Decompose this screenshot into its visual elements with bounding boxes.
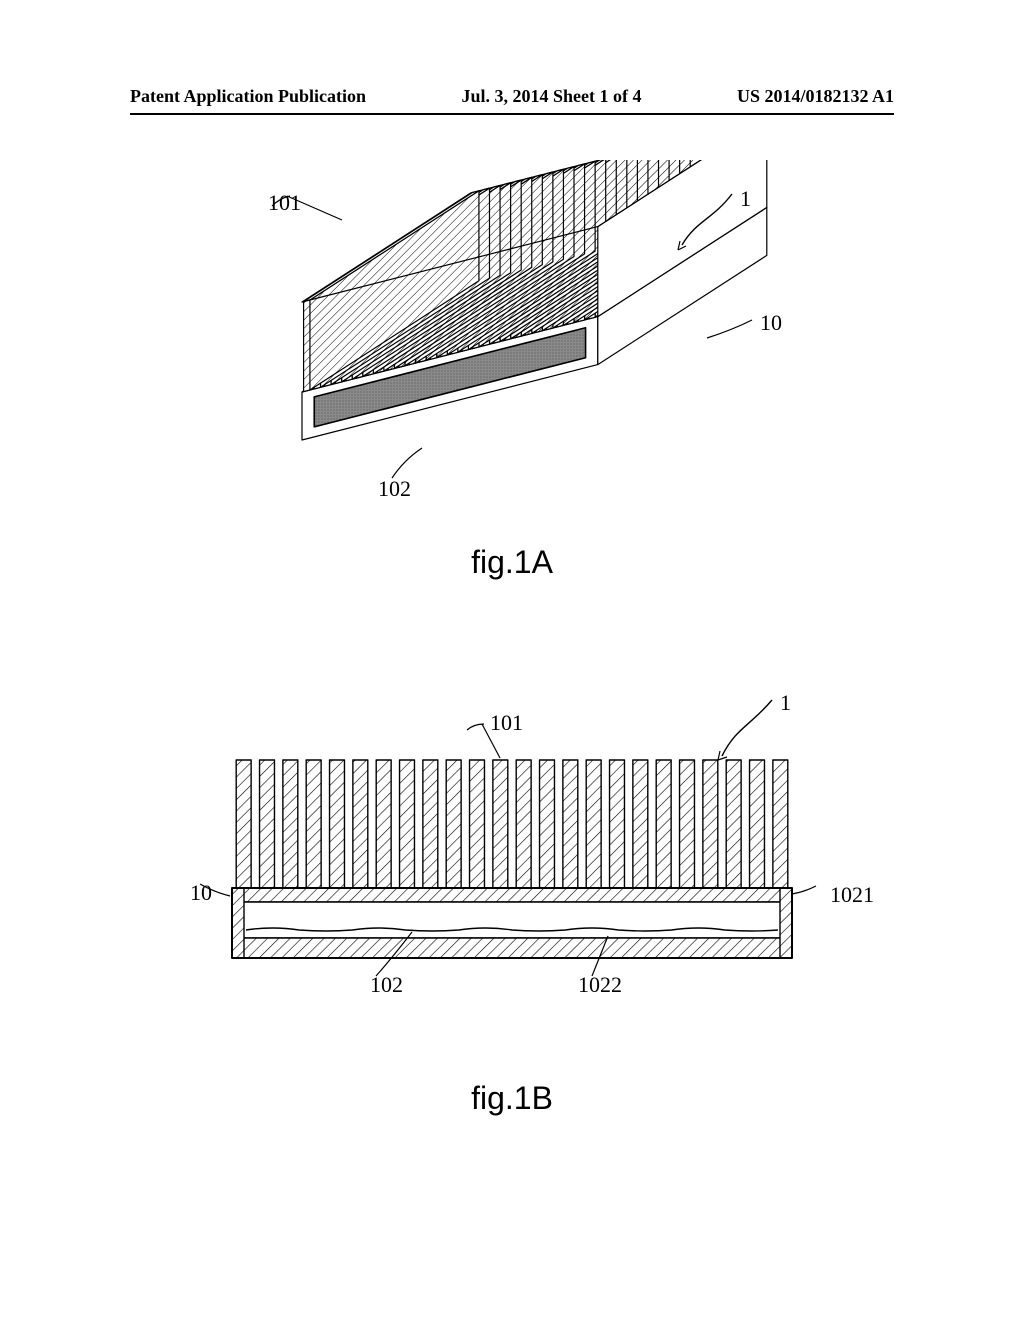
page: Patent Application Publication Jul. 3, 2… xyxy=(0,0,1024,1320)
figure-1a: fig.1A xyxy=(0,160,1024,581)
callout-101-a: 101 xyxy=(268,190,301,216)
callout-10-b: 10 xyxy=(190,880,212,906)
callout-1-b: 1 xyxy=(780,690,791,716)
header-right: US 2014/0182132 A1 xyxy=(737,86,894,107)
header-center: Jul. 3, 2014 Sheet 1 of 4 xyxy=(462,86,642,107)
page-header: Patent Application Publication Jul. 3, 2… xyxy=(130,86,894,115)
callout-10-a: 10 xyxy=(760,310,782,336)
callout-1021-b: 1021 xyxy=(830,882,874,908)
header-left: Patent Application Publication xyxy=(130,86,366,107)
callout-1022-b: 1022 xyxy=(578,972,622,998)
figure-1a-caption: fig.1A xyxy=(471,544,553,581)
callout-1-a: 1 xyxy=(740,186,751,212)
callout-102-a: 102 xyxy=(378,476,411,502)
callout-101-b: 101 xyxy=(490,710,523,736)
callout-102-b: 102 xyxy=(370,972,403,998)
figure-1b-caption: fig.1B xyxy=(471,1080,553,1117)
